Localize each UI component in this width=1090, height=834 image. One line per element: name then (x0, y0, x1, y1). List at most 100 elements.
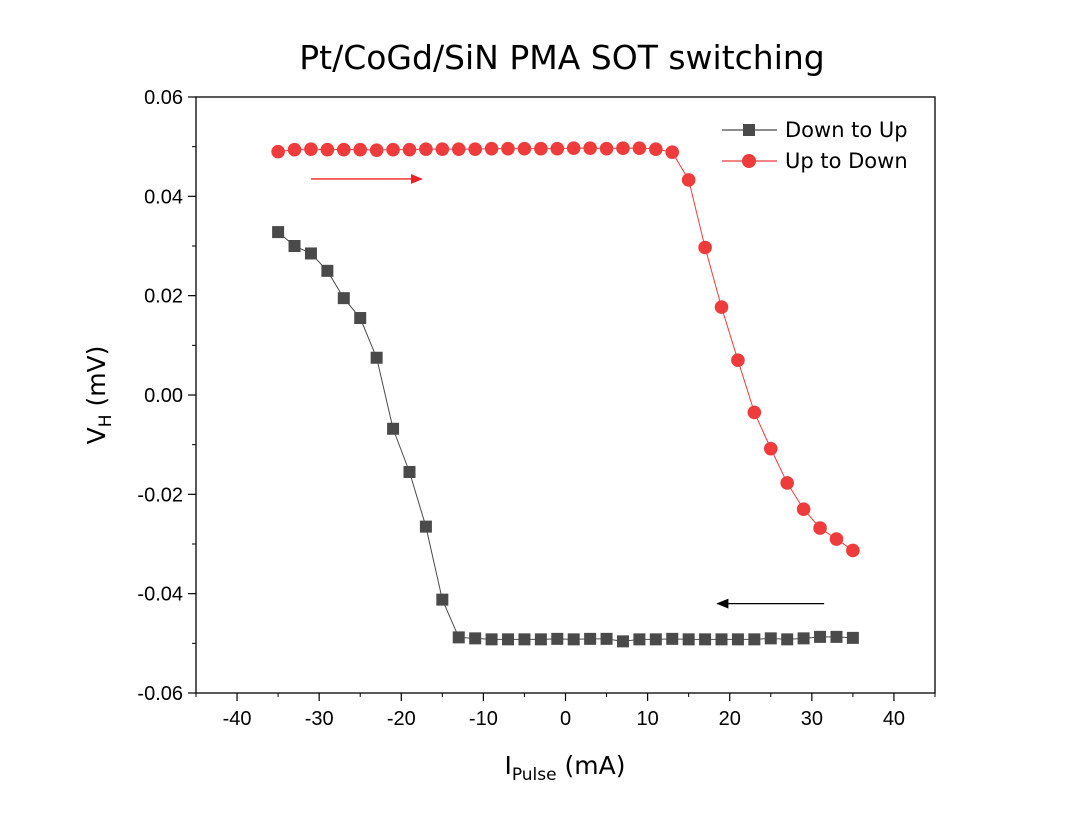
data-point (731, 353, 745, 368)
data-point (271, 144, 285, 159)
data-point (681, 173, 696, 187)
data-point (518, 633, 531, 646)
x-axis-ticks: -40 -30 -20 -10 0 10 20 30 40 (195, 693, 936, 730)
data-point (435, 142, 450, 156)
data-point (484, 141, 499, 156)
x-tick-label: -20 (387, 708, 416, 730)
data-point (830, 630, 843, 643)
data-point (320, 142, 335, 157)
x-axis-label: IPulse (mA) (504, 751, 625, 785)
data-point (469, 632, 482, 645)
legend: Down to Up Up to Down (722, 118, 908, 173)
data-point (419, 142, 433, 156)
data-point (781, 633, 794, 646)
data-point (304, 142, 318, 156)
data-point (337, 142, 351, 157)
y-tick-label: 0.06 (144, 87, 183, 109)
legend-label-up-to-down: Up to Down (785, 149, 908, 173)
series-layer (271, 141, 860, 648)
data-point (584, 632, 597, 645)
data-point (633, 633, 646, 646)
y-axis-label: VH (mV) (82, 346, 116, 445)
chart-title: Pt/CoGd/SiN PMA SOT switching (299, 38, 825, 77)
y-tick-label: -0.02 (137, 484, 183, 506)
data-point (369, 143, 384, 157)
plot-frame (195, 96, 936, 694)
data-point (649, 142, 663, 156)
legend-item-down-to-up: Down to Up (722, 118, 908, 142)
series-down-to-up (272, 226, 859, 648)
series-up-to-down (271, 141, 860, 558)
data-point (846, 543, 860, 558)
data-point (796, 502, 811, 517)
data-point (502, 633, 515, 646)
data-point (517, 141, 532, 156)
data-point (387, 422, 400, 435)
data-point (763, 441, 778, 456)
x-tick-label: 0 (560, 708, 571, 730)
x-tick-label: -40 (223, 708, 252, 730)
annotation-layer (310, 173, 825, 609)
data-point (452, 631, 465, 644)
data-point (534, 633, 547, 646)
y-tick-label: -0.04 (137, 584, 183, 606)
data-point (747, 405, 762, 420)
data-point (468, 142, 482, 156)
data-point (616, 141, 630, 155)
legend-item-up-to-down: Up to Down (722, 149, 908, 173)
x-tick-label: -30 (305, 708, 334, 730)
data-point (682, 633, 695, 646)
y-tick-label: 0.00 (144, 385, 183, 407)
y-axis-ticks: -0.06 -0.04 -0.02 0.00 0.02 0.04 0.06 (137, 87, 196, 705)
x-tick-label: 40 (883, 708, 905, 730)
data-point (272, 226, 285, 239)
data-point (419, 520, 432, 533)
series-line-up-to-down (278, 147, 854, 551)
data-point (731, 633, 744, 646)
data-point (566, 141, 581, 155)
data-point (583, 141, 597, 155)
data-point (829, 532, 844, 546)
data-point (599, 141, 614, 156)
data-point (304, 247, 317, 260)
legend-marker-square (743, 124, 755, 136)
data-point (699, 633, 712, 646)
data-point (813, 521, 827, 535)
data-point (814, 630, 827, 643)
x-tick-label: 10 (636, 708, 658, 730)
data-point (780, 476, 794, 490)
data-point (649, 633, 662, 646)
data-point (451, 142, 466, 156)
y-tick-label: 0.04 (144, 186, 183, 208)
data-point (354, 312, 367, 325)
data-point (632, 141, 647, 155)
x-tick-label: 20 (719, 708, 741, 730)
data-point (386, 142, 400, 157)
data-point (501, 141, 515, 156)
x-tick-label: -10 (469, 708, 498, 730)
data-point (666, 632, 679, 645)
data-point (288, 240, 301, 252)
data-point (550, 141, 565, 156)
data-point (600, 632, 613, 645)
data-point (353, 142, 368, 157)
data-point (485, 633, 498, 646)
data-point (534, 141, 548, 156)
y-tick-label: 0.02 (144, 286, 183, 308)
data-point (551, 632, 564, 645)
data-point (567, 633, 580, 646)
y-tick-label: -0.06 (137, 683, 183, 705)
data-point (748, 633, 761, 646)
data-point (616, 635, 629, 648)
data-point (370, 351, 383, 364)
data-point (764, 632, 777, 645)
data-point (402, 142, 417, 157)
data-point (403, 465, 416, 478)
legend-label-down-to-up: Down to Up (785, 118, 908, 142)
data-point (436, 593, 449, 606)
data-point (797, 632, 810, 645)
data-point (698, 240, 712, 255)
data-point (337, 292, 350, 305)
data-point (665, 145, 680, 159)
